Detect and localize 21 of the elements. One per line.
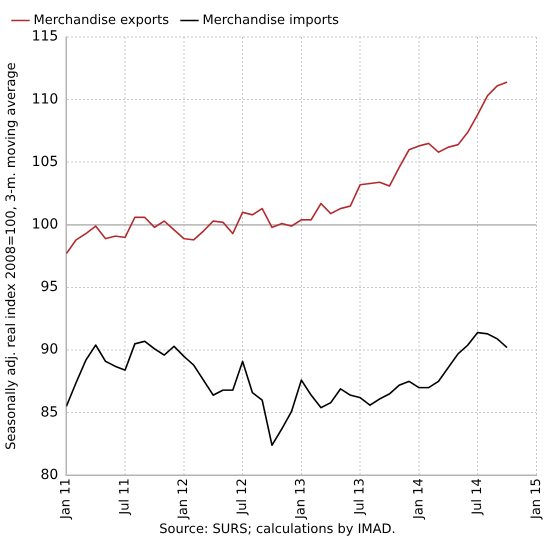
legend-label: Merchandise imports <box>202 12 340 28</box>
y-tick-label: 100 <box>32 216 58 232</box>
x-tick-label: Jul 13 <box>352 478 368 516</box>
y-axis-title: Seasonally adj. real index 2008=100, 3-m. moving average <box>4 62 20 450</box>
x-tick-label: Jan 15 <box>528 478 544 520</box>
y-tick-label: 105 <box>32 154 58 170</box>
x-tick-label: Jan 13 <box>294 478 309 520</box>
legend-label: Merchandise exports <box>34 12 170 28</box>
source-note: Source: SURS; calculations by IMAD. <box>158 522 397 537</box>
y-tick-label: 90 <box>40 342 58 358</box>
y-tick-label: 110 <box>32 91 58 108</box>
x-tick-label: Jan 11 <box>58 478 74 520</box>
y-tick-label: 80 <box>40 466 58 483</box>
y-tick-label: 115 <box>32 28 58 45</box>
x-tick-label: Jan 14 <box>411 478 426 520</box>
x-tick-label: Jul 14 <box>470 478 486 516</box>
y-tick-label: 85 <box>40 404 58 420</box>
y-tick-label: 95 <box>40 279 58 296</box>
x-tick-label: Jul 11 <box>117 478 132 516</box>
x-tick-label: Jan 12 <box>176 478 192 520</box>
x-tick-label: Jul 12 <box>234 478 250 516</box>
